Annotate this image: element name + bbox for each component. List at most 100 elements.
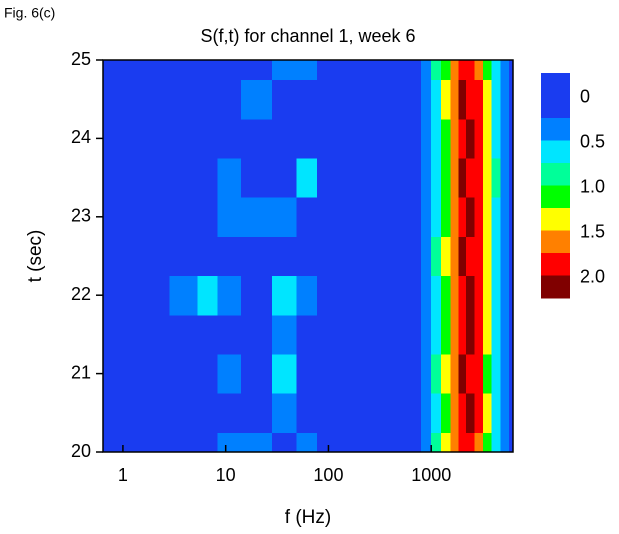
contour-cell bbox=[169, 393, 198, 433]
contour-cell bbox=[103, 118, 114, 159]
contour-cell bbox=[169, 275, 198, 316]
contour-cell bbox=[508, 118, 514, 159]
contour-cell bbox=[440, 314, 452, 355]
contour-cell bbox=[420, 158, 432, 198]
contour-cell bbox=[272, 393, 298, 433]
contour-cell bbox=[420, 432, 432, 453]
contour-cell bbox=[430, 79, 442, 120]
contour-cell bbox=[272, 314, 298, 355]
colorbar-band bbox=[541, 163, 570, 186]
contour-cell bbox=[217, 79, 242, 120]
contour-cell bbox=[474, 60, 484, 81]
contour-cell bbox=[474, 354, 484, 394]
colorbar-tick-label: 1.0 bbox=[580, 176, 605, 196]
contour-cell bbox=[458, 118, 467, 159]
contour-cell bbox=[241, 60, 273, 81]
contour-cell bbox=[474, 275, 484, 316]
contour-cell bbox=[241, 118, 273, 159]
contour-cell bbox=[420, 197, 432, 237]
contour-cell bbox=[241, 236, 273, 277]
contour-cell bbox=[482, 79, 493, 120]
contour-cell bbox=[352, 158, 397, 198]
contour-cell bbox=[440, 79, 452, 120]
contour-cell bbox=[352, 118, 397, 159]
contour-cell bbox=[430, 354, 442, 394]
contour-cell bbox=[396, 158, 422, 198]
contour-cell bbox=[103, 60, 114, 81]
contour-cell bbox=[112, 236, 139, 277]
contour-cell bbox=[500, 354, 510, 394]
contour-cell bbox=[352, 236, 397, 277]
contour-cell bbox=[482, 197, 493, 237]
contour-cell bbox=[508, 275, 514, 316]
contour-cell bbox=[103, 236, 114, 277]
contour-cell bbox=[197, 432, 219, 453]
contour-cell bbox=[138, 275, 170, 316]
contour-cell bbox=[272, 354, 298, 394]
contour-cell bbox=[103, 79, 114, 120]
contour-cell bbox=[466, 236, 476, 277]
contour-cell bbox=[491, 432, 502, 453]
contour-cell bbox=[482, 354, 493, 394]
colorbar-tick-label: 1.5 bbox=[580, 221, 605, 241]
contour-cell bbox=[491, 354, 502, 394]
contour-cell bbox=[474, 314, 484, 355]
contour-cell bbox=[217, 432, 242, 453]
contour-cell bbox=[508, 314, 514, 355]
contour-cell bbox=[491, 158, 502, 198]
contour-cell bbox=[112, 354, 139, 394]
y-tick-label: 20 bbox=[71, 441, 91, 461]
contour-cell bbox=[491, 236, 502, 277]
contour-cell bbox=[352, 354, 397, 394]
contour-cell bbox=[352, 79, 397, 120]
contour-cell bbox=[500, 197, 510, 237]
contour-cell bbox=[474, 197, 484, 237]
contour-cell bbox=[508, 432, 514, 453]
y-tick-label: 21 bbox=[71, 362, 91, 382]
contour-cell bbox=[450, 118, 460, 159]
contour-cell bbox=[508, 236, 514, 277]
contour-cell bbox=[466, 197, 476, 237]
contour-cell bbox=[450, 158, 460, 198]
contour-cell bbox=[450, 314, 460, 355]
contour-cell bbox=[500, 60, 510, 81]
contour-cell bbox=[466, 354, 476, 394]
contour-cell bbox=[317, 197, 354, 237]
contour-cell bbox=[197, 275, 219, 316]
contour-cell bbox=[103, 432, 114, 453]
contour-cell bbox=[296, 236, 318, 277]
contour-cell bbox=[482, 314, 493, 355]
contour-cell bbox=[500, 79, 510, 120]
contour-cell bbox=[197, 236, 219, 277]
contour-cell bbox=[112, 432, 139, 453]
contour-cell bbox=[352, 60, 397, 81]
contour-cell bbox=[500, 236, 510, 277]
contour-cell bbox=[491, 275, 502, 316]
contour-cell bbox=[272, 79, 298, 120]
contour-cell bbox=[396, 314, 422, 355]
contour-cell bbox=[317, 275, 354, 316]
contour-cell bbox=[440, 158, 452, 198]
contour-cell bbox=[217, 393, 242, 433]
contour-cell bbox=[197, 197, 219, 237]
contour-cell bbox=[317, 118, 354, 159]
contour-cell bbox=[112, 60, 139, 81]
contour-cell bbox=[450, 236, 460, 277]
y-tick-label: 24 bbox=[71, 127, 91, 147]
contour-cell bbox=[420, 118, 432, 159]
contour-cell bbox=[272, 158, 298, 198]
contour-cell bbox=[352, 432, 397, 453]
contour-cell bbox=[317, 60, 354, 81]
contour-cell bbox=[296, 314, 318, 355]
contour-cell bbox=[112, 314, 139, 355]
contour-cell bbox=[217, 275, 242, 316]
contour-cell bbox=[482, 158, 493, 198]
colorbar-tick-label: 0 bbox=[580, 86, 590, 106]
contour-cell bbox=[450, 354, 460, 394]
contour-cell bbox=[241, 393, 273, 433]
contour-cell bbox=[440, 393, 452, 433]
contour-cell bbox=[500, 432, 510, 453]
contour-cell bbox=[466, 158, 476, 198]
contour-cell bbox=[197, 393, 219, 433]
contour-cell bbox=[197, 158, 219, 198]
